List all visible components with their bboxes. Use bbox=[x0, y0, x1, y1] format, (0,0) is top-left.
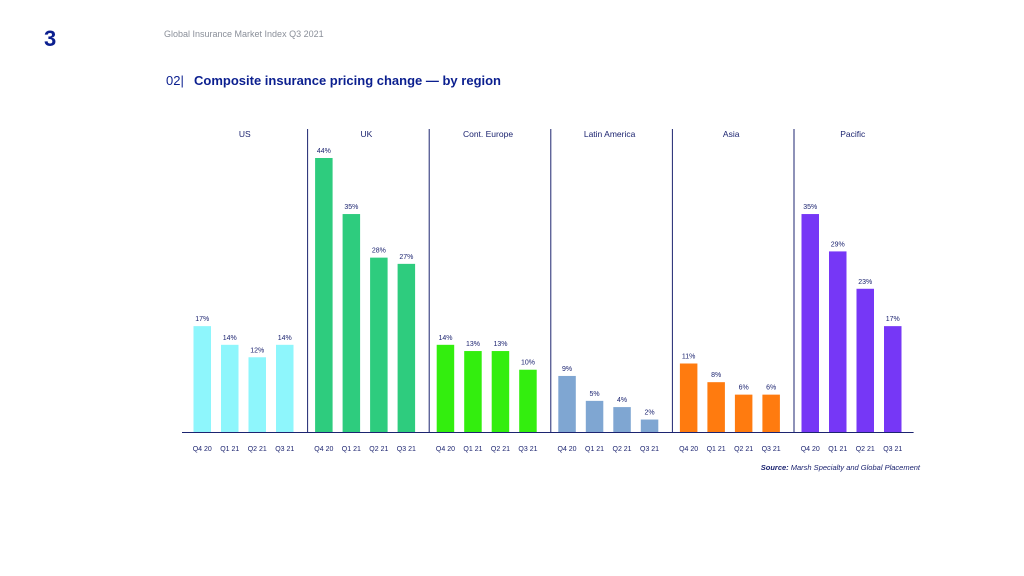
tick-label-latin-america-q2-21: Q2 21 bbox=[613, 446, 632, 453]
data-label-pacific-q2-21: 23% bbox=[858, 279, 872, 286]
region-label-us: US bbox=[239, 129, 251, 139]
bar-pacific-q4-20 bbox=[801, 214, 819, 432]
tick-label-pacific-q1-21: Q1 21 bbox=[828, 446, 847, 453]
region-label-asia: Asia bbox=[723, 129, 740, 139]
tick-label-cont-europe-q4-20: Q4 20 bbox=[436, 446, 455, 453]
bar-cont-europe-q2-21 bbox=[491, 351, 510, 432]
tick-label-latin-america-q4-20: Q4 20 bbox=[558, 446, 577, 453]
tick-label-uk-q3-21: Q3 21 bbox=[397, 446, 416, 453]
bar-pacific-q2-21 bbox=[856, 288, 874, 432]
bar-uk-q2-21 bbox=[370, 257, 388, 432]
data-label-latin-america-q2-21: 4% bbox=[617, 397, 627, 404]
data-label-uk-q1-21: 35% bbox=[344, 204, 358, 211]
region-label-cont-europe: Cont. Europe bbox=[463, 129, 513, 139]
region-label-latin-america: Latin America bbox=[584, 129, 636, 139]
bar-us-q2-21 bbox=[248, 357, 266, 432]
region-label-pacific: Pacific bbox=[840, 129, 866, 139]
bar-latin-america-q3-21 bbox=[640, 419, 659, 432]
tick-label-cont-europe-q1-21: Q1 21 bbox=[463, 446, 482, 453]
region-label-uk: UK bbox=[360, 129, 372, 139]
source-text: Marsh Specialty and Global Placement bbox=[790, 463, 920, 472]
bar-us-q4-20 bbox=[193, 326, 211, 432]
data-label-asia-q2-21: 6% bbox=[739, 385, 749, 392]
tick-label-latin-america-q1-21: Q1 21 bbox=[585, 446, 604, 453]
tick-label-asia-q1-21: Q1 21 bbox=[707, 446, 726, 453]
bar-pacific-q3-21 bbox=[884, 326, 902, 432]
section-number: 02| bbox=[166, 73, 184, 88]
tick-label-uk-q4-20: Q4 20 bbox=[314, 446, 333, 453]
tick-label-asia-q3-21: Q3 21 bbox=[762, 446, 781, 453]
page-number: 3 bbox=[44, 26, 57, 51]
bar-cont-europe-q4-20 bbox=[436, 344, 455, 432]
bar-us-q1-21 bbox=[221, 344, 239, 432]
data-label-uk-q2-21: 28% bbox=[372, 248, 386, 255]
bar-uk-q1-21 bbox=[342, 214, 361, 432]
tick-label-pacific-q2-21: Q2 21 bbox=[856, 446, 875, 453]
data-label-latin-america-q1-21: 5% bbox=[589, 391, 599, 398]
tick-label-pacific-q3-21: Q3 21 bbox=[883, 446, 902, 453]
data-label-pacific-q1-21: 29% bbox=[831, 241, 845, 248]
tick-label-uk-q1-21: Q1 21 bbox=[342, 446, 361, 453]
data-label-cont-europe-q1-21: 13% bbox=[466, 341, 480, 348]
data-label-asia-q1-21: 8% bbox=[711, 372, 721, 379]
bar-latin-america-q2-21 bbox=[613, 407, 631, 432]
data-label-uk-q3-21: 27% bbox=[399, 254, 413, 261]
tick-label-uk-q2-21: Q2 21 bbox=[369, 446, 388, 453]
bar-asia-q1-21 bbox=[707, 382, 725, 432]
data-label-pacific-q4-20: 35% bbox=[803, 204, 817, 211]
tick-label-us-q3-21: Q3 21 bbox=[275, 446, 294, 453]
data-label-us-q4-20: 17% bbox=[195, 316, 209, 323]
data-label-asia-q4-20: 11% bbox=[682, 354, 696, 361]
chart-title: Composite insurance pricing change — by … bbox=[194, 73, 501, 88]
tick-label-us-q1-21: Q1 21 bbox=[220, 446, 239, 453]
data-label-uk-q4-20: 44% bbox=[317, 148, 331, 155]
data-label-cont-europe-q3-21: 10% bbox=[521, 360, 535, 367]
tick-label-asia-q4-20: Q4 20 bbox=[679, 446, 698, 453]
bar-uk-q3-21 bbox=[397, 263, 416, 432]
bar-asia-q2-21 bbox=[734, 394, 753, 432]
bar-asia-q4-20 bbox=[679, 363, 698, 432]
bar-uk-q4-20 bbox=[315, 158, 333, 432]
bar-cont-europe-q3-21 bbox=[519, 369, 537, 432]
data-label-us-q1-21: 14% bbox=[223, 335, 237, 342]
data-label-asia-q3-21: 6% bbox=[766, 385, 776, 392]
tick-label-latin-america-q3-21: Q3 21 bbox=[640, 446, 659, 453]
data-label-us-q3-21: 14% bbox=[278, 335, 292, 342]
data-label-pacific-q3-21: 17% bbox=[886, 316, 900, 323]
tick-label-us-q4-20: Q4 20 bbox=[193, 446, 212, 453]
bar-cont-europe-q1-21 bbox=[464, 351, 482, 432]
tick-label-pacific-q4-20: Q4 20 bbox=[801, 446, 820, 453]
bar-us-q3-21 bbox=[276, 344, 294, 432]
bar-latin-america-q1-21 bbox=[585, 400, 604, 432]
tick-label-cont-europe-q2-21: Q2 21 bbox=[491, 446, 510, 453]
tick-label-cont-europe-q3-21: Q3 21 bbox=[518, 446, 537, 453]
source-note: Source: Marsh Specialty and Global Place… bbox=[761, 463, 920, 472]
data-label-latin-america-q3-21: 2% bbox=[644, 410, 654, 417]
bar-pacific-q1-21 bbox=[829, 251, 847, 432]
data-label-latin-america-q4-20: 9% bbox=[562, 366, 572, 373]
bar-latin-america-q4-20 bbox=[558, 375, 576, 432]
bar-asia-q3-21 bbox=[762, 394, 780, 432]
data-label-us-q2-21: 12% bbox=[250, 347, 264, 354]
running-title: Global Insurance Market Index Q3 2021 bbox=[164, 29, 324, 39]
tick-label-us-q2-21: Q2 21 bbox=[248, 446, 267, 453]
data-label-cont-europe-q4-20: 14% bbox=[438, 335, 452, 342]
source-label: Source: bbox=[760, 463, 789, 472]
tick-label-asia-q2-21: Q2 21 bbox=[734, 446, 753, 453]
data-label-cont-europe-q2-21: 13% bbox=[493, 341, 507, 348]
